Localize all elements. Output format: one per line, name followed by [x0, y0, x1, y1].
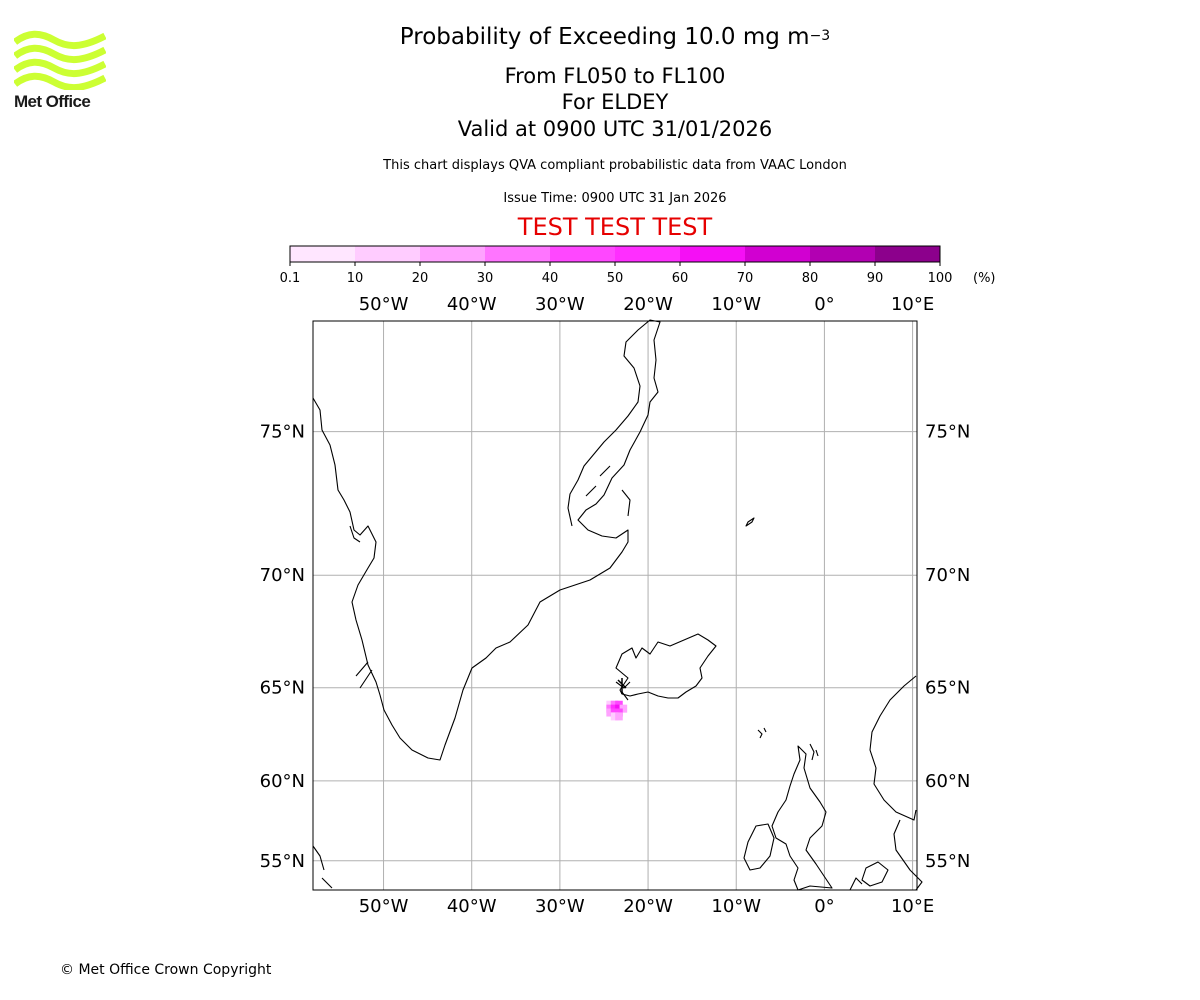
colorbar-block: [810, 246, 876, 262]
colorbar-tick-label: 40: [542, 271, 559, 286]
greenland-coastline: [312, 319, 661, 761]
meridian-label-top: 10°W: [711, 294, 761, 315]
colorbar-block: [420, 246, 486, 262]
faroe-coastline: [757, 727, 767, 739]
colorbar-tick-label: 90: [867, 271, 884, 286]
shetland-coastline: [809, 743, 819, 761]
colorbar: 0.1 10 20 30 40 50 60 70 80 90 100 (%): [280, 245, 996, 286]
parallel-label-left: 75°N: [260, 422, 305, 443]
test-banner: TEST TEST TEST: [517, 213, 713, 241]
meridian-label-bottom: 40°W: [447, 896, 497, 917]
chart-subtitle: This chart displays QVA compliant probab…: [383, 158, 847, 173]
probability-cell: [619, 704, 628, 713]
parallel-label-right: 70°N: [925, 565, 970, 586]
chart-title: Probability of Exceeding 10.0 mg m−3: [0, 24, 1200, 50]
parallel-label-left: 60°N: [260, 771, 305, 792]
eldey-marker-icon: [617, 678, 627, 694]
colorbar-tick-label: 60: [672, 271, 689, 286]
volcano-name: For ELDEY: [561, 90, 669, 114]
colorbar-block: [875, 246, 941, 262]
meridian-label-top: 40°W: [447, 294, 497, 315]
meridian-label-top: 10°E: [891, 294, 934, 315]
parallel-label-right: 55°N: [925, 851, 970, 872]
ireland-coastline: [743, 823, 775, 871]
valid-time: Valid at 0900 UTC 31/01/2026: [457, 117, 773, 141]
meridian-label-bottom: 20°W: [623, 896, 673, 917]
met-office-waves-icon: [12, 30, 107, 91]
jan-mayen-coastline: [745, 517, 755, 527]
labrador-coastline: [312, 845, 333, 889]
probability-plume: [606, 700, 628, 721]
title-exponent: −3: [809, 28, 831, 44]
europe-coastline: [849, 877, 863, 891]
parallel-label-left: 70°N: [260, 565, 305, 586]
colorbar-block: [355, 246, 421, 262]
denmark-coastline: [861, 861, 889, 887]
meridian-label-top: 20°W: [623, 294, 673, 315]
copyright: © Met Office Crown Copyright: [60, 962, 272, 978]
colorbar-tick-label: 80: [802, 271, 819, 286]
logo-text: Met Office: [14, 92, 91, 111]
title-main: Probability of Exceeding 10.0 mg m: [399, 24, 810, 50]
map: 50°W 50°W 40°W 40°W 30°W 30°W 20°W 20°W 10°W 10°W…: [260, 294, 971, 917]
reykjanes-coast: [615, 681, 631, 701]
parallel-label-left: 65°N: [260, 678, 305, 699]
colorbar-block: [680, 246, 746, 262]
colorbar-tick-label: 30: [477, 271, 494, 286]
colorbar-block: [615, 246, 681, 262]
parallel-label-left: 55°N: [260, 851, 305, 872]
probability-cell: [615, 712, 623, 721]
parallel-label-right: 65°N: [925, 678, 970, 699]
meridian-label-top: 0°: [814, 294, 834, 315]
colorbar-block: [290, 246, 356, 262]
colorbar-tick-label: 50: [607, 271, 624, 286]
greenland-fjord: [349, 525, 361, 543]
greenland-fjord: [355, 661, 373, 689]
british-isles-coastline: [771, 745, 833, 891]
coastlines: [312, 319, 923, 891]
parallel-label-right: 75°N: [925, 422, 970, 443]
meridian-label-bottom: 10°E: [891, 896, 934, 917]
issue-time: Issue Time: 0900 UTC 31 Jan 2026: [503, 191, 727, 206]
probability-cell: [610, 712, 619, 721]
colorbar-block: [550, 246, 616, 262]
norway-coastline: [869, 675, 917, 821]
flight-levels: From FL050 to FL100: [504, 64, 726, 88]
greenland-fjord: [585, 465, 611, 497]
meridian-label-top: 50°W: [359, 294, 409, 315]
meridian-label-bottom: 0°: [814, 896, 834, 917]
colorbar-tick-label: 70: [737, 271, 754, 286]
colorbar-block: [745, 246, 811, 262]
colorbar-tick-label: 0.1: [280, 271, 301, 286]
meridian-label-top: 30°W: [535, 294, 585, 315]
probability-cell: [606, 708, 614, 717]
colorbar-tick-label: 20: [412, 271, 429, 286]
parallel-label-right: 60°N: [925, 771, 970, 792]
meridian-label-bottom: 30°W: [535, 896, 585, 917]
meridian-label-bottom: 50°W: [359, 896, 409, 917]
colorbar-tick-label: 100: [928, 271, 953, 286]
colorbar-block: [485, 246, 551, 262]
colorbar-unit: (%): [973, 271, 996, 286]
colorbar-tick-label: 10: [347, 271, 364, 286]
greenland-fjord: [621, 489, 631, 517]
meridian-label-bottom: 10°W: [711, 896, 761, 917]
met-office-logo: Met Office: [12, 30, 107, 112]
map-frame: [312, 320, 918, 891]
iceland-coastline: [615, 633, 717, 699]
norway-coastline-south: [893, 819, 923, 891]
